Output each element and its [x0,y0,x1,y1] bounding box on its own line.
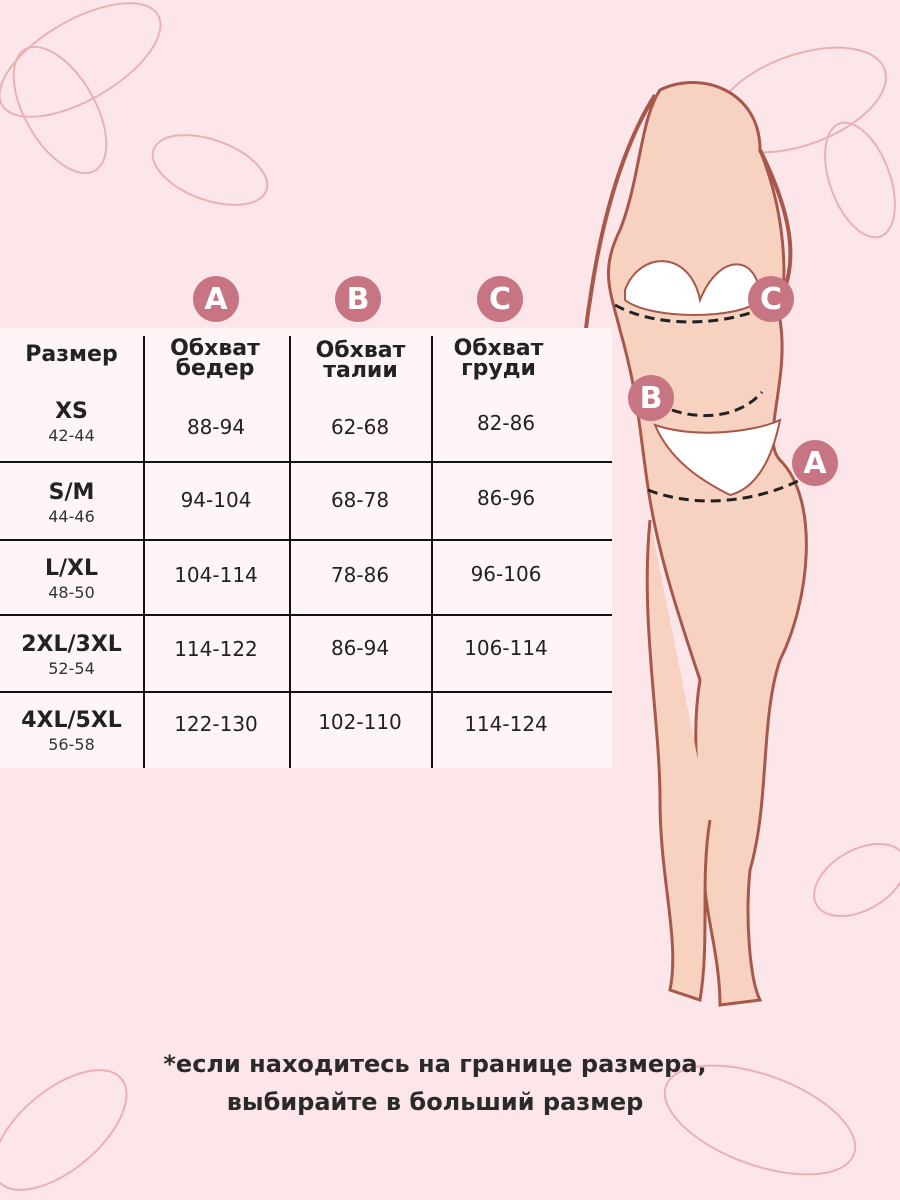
badge-a-figure: A [792,440,838,486]
size-table: Размер Обхват бедер Обхват талии Обхват … [0,328,612,768]
badge-b-figure: B [628,375,674,421]
badge-c-figure: C [748,276,794,322]
cell-waist: 68-78 [330,488,390,512]
cell-chest: 106-114 [464,636,548,660]
cell-chest: 96-106 [470,562,542,586]
cell-waist: 86-94 [330,636,390,660]
cell-hips: 88-94 [186,415,246,439]
table-row-size: 2XL/3XL 52-54 [21,632,122,678]
header-hips: Обхват бедер [170,336,260,381]
note-line-2: выбирайте в больший размер [226,1088,644,1116]
cell-chest: 86-96 [476,486,536,510]
cell-waist: 62-68 [330,415,390,439]
badge-c-header: C [477,276,523,322]
cell-hips: 104-114 [174,563,258,587]
header-chest: Обхват груди [453,336,544,381]
header-size: Размер [25,342,118,367]
table-row-size: XS 42-44 [48,399,95,445]
badge-a-header: A [193,276,239,322]
cell-waist: 78-86 [330,563,390,587]
header-waist: Обхват талии [315,338,406,383]
cell-hips: 94-104 [180,488,252,512]
badge-b-header: B [335,276,381,322]
cell-chest: 82-86 [476,411,536,435]
note-line-1: *если находитесь на границе размера, [163,1050,707,1078]
cell-hips: 114-122 [174,637,258,661]
size-note: *если находитесь на границе размера, выб… [0,1045,870,1121]
table-row-size: S/M 44-46 [48,480,95,526]
cell-chest: 114-124 [464,712,548,736]
table-row-size: L/XL 48-50 [44,556,99,602]
cell-waist: 102-110 [318,710,402,734]
cell-hips: 122-130 [174,712,258,736]
table-row-size: 4XL/5XL 56-58 [21,708,122,754]
